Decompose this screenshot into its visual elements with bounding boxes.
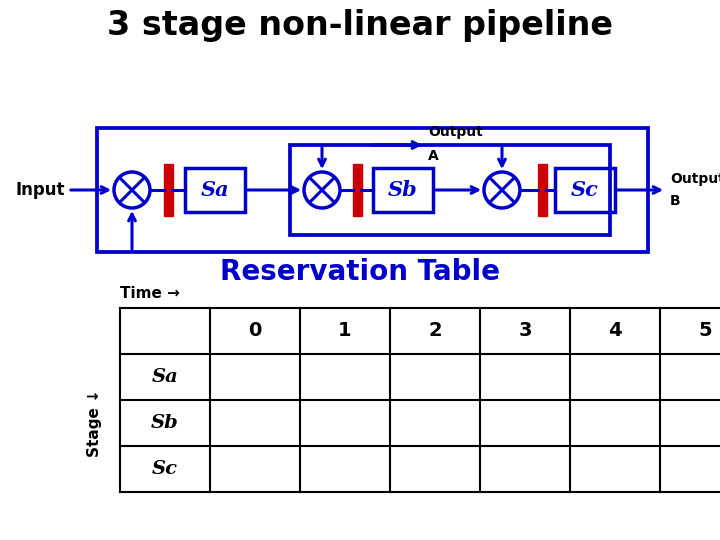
Text: A: A	[428, 149, 438, 163]
Bar	[97, 128, 648, 252]
Text: Sb: Sb	[151, 414, 179, 432]
Text: B: B	[670, 194, 680, 208]
Text: Sa: Sa	[152, 368, 179, 386]
Text: Time →: Time →	[120, 286, 180, 300]
Text: 0: 0	[248, 321, 261, 341]
Text: Reservation Table: Reservation Table	[220, 258, 500, 286]
Text: 3: 3	[518, 321, 532, 341]
Bar	[353, 164, 361, 216]
Text: 3 stage non-linear pipeline: 3 stage non-linear pipeline	[107, 9, 613, 42]
Bar	[163, 164, 173, 216]
Bar	[185, 168, 245, 212]
Text: Sc: Sc	[152, 460, 178, 478]
Bar	[373, 168, 433, 212]
Text: Sa: Sa	[201, 180, 229, 200]
Text: Output: Output	[670, 172, 720, 186]
Text: 1: 1	[338, 321, 352, 341]
Text: Sc: Sc	[571, 180, 599, 200]
Text: 5: 5	[698, 321, 712, 341]
Text: Input: Input	[16, 181, 65, 199]
Bar	[290, 145, 610, 235]
Text: Stage ↓: Stage ↓	[88, 389, 102, 457]
Text: 2: 2	[428, 321, 442, 341]
Text: Output: Output	[428, 125, 482, 139]
Bar	[555, 168, 615, 212]
Text: Sb: Sb	[388, 180, 418, 200]
Text: 4: 4	[608, 321, 622, 341]
Bar	[538, 164, 546, 216]
